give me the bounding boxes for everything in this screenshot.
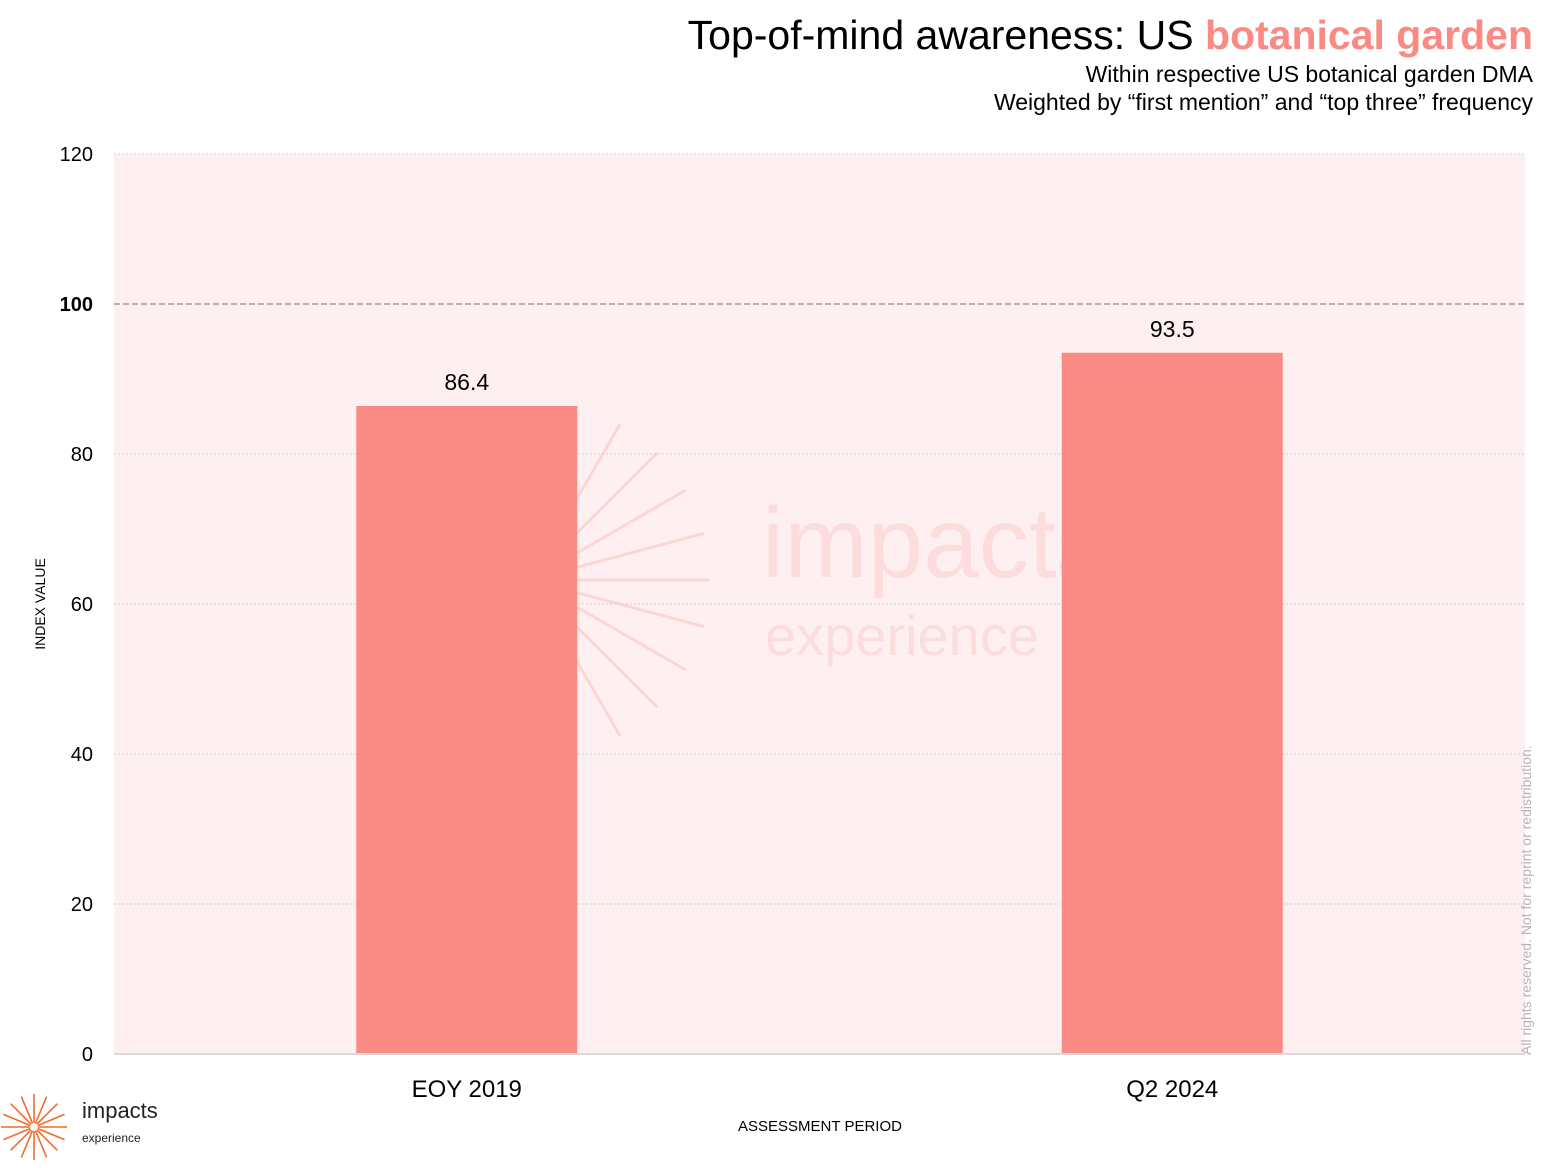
title-prefix: Top-of-mind awareness: US — [687, 12, 1205, 58]
data-label: 93.5 — [1150, 316, 1195, 342]
bar — [1061, 352, 1283, 1054]
brand-logo: impacts experience — [0, 1090, 200, 1163]
copyright-notice: All rights reserved. Not for reprint or … — [1518, 745, 1534, 1055]
y-tick-label: 80 — [71, 444, 93, 466]
logo-ray — [20, 1096, 34, 1124]
x-tick-label: Q2 2024 — [1126, 1076, 1218, 1103]
logo-ray — [36, 1103, 58, 1125]
logo-ray — [10, 1103, 32, 1125]
y-axis-title: INDEX VALUE — [32, 558, 48, 650]
title-block: Top-of-mind awareness: US botanical gard… — [688, 10, 1533, 116]
x-axis-title: ASSESSMENT PERIOD — [738, 1118, 902, 1135]
title-highlight: botanical garden — [1204, 12, 1533, 58]
logo-ray — [34, 1130, 48, 1158]
logo-ray — [34, 1096, 48, 1124]
watermark-sub: experience — [765, 604, 1039, 667]
chart-title: Top-of-mind awareness: US botanical gard… — [688, 10, 1533, 60]
watermark-ray — [558, 531, 705, 574]
brand-sub: experience — [82, 1131, 141, 1145]
watermark-ray — [558, 586, 705, 629]
y-tick-label: 120 — [60, 144, 93, 166]
watermark-ray — [555, 488, 687, 567]
logo-ray — [10, 1129, 32, 1151]
logo-ray — [37, 1127, 65, 1141]
bar — [356, 406, 578, 1054]
y-tick-label: 60 — [71, 594, 93, 616]
logo-ray — [20, 1130, 34, 1158]
y-tick-label: 40 — [71, 744, 93, 766]
y-tick-label: 20 — [71, 894, 93, 916]
logo-ray — [36, 1129, 58, 1151]
x-tick-label: EOY 2019 — [412, 1076, 522, 1103]
watermark-name: impacts — [762, 487, 1107, 599]
data-label: 86.4 — [444, 369, 489, 395]
watermark-ray — [555, 593, 687, 672]
logo-ray — [3, 1113, 31, 1127]
subtitle-line-2: Weighted by “first mention” and “top thr… — [993, 89, 1533, 115]
y-tick-label: 100 — [60, 294, 93, 316]
logo-ray — [3, 1127, 31, 1141]
sunburst-logo-icon — [1, 1094, 67, 1160]
subtitle-line-1: Within respective US botanical garden DM… — [1085, 61, 1533, 87]
logo-ray — [37, 1113, 65, 1127]
y-tick-label: 0 — [82, 1044, 93, 1066]
brand-name: impacts — [82, 1098, 158, 1123]
